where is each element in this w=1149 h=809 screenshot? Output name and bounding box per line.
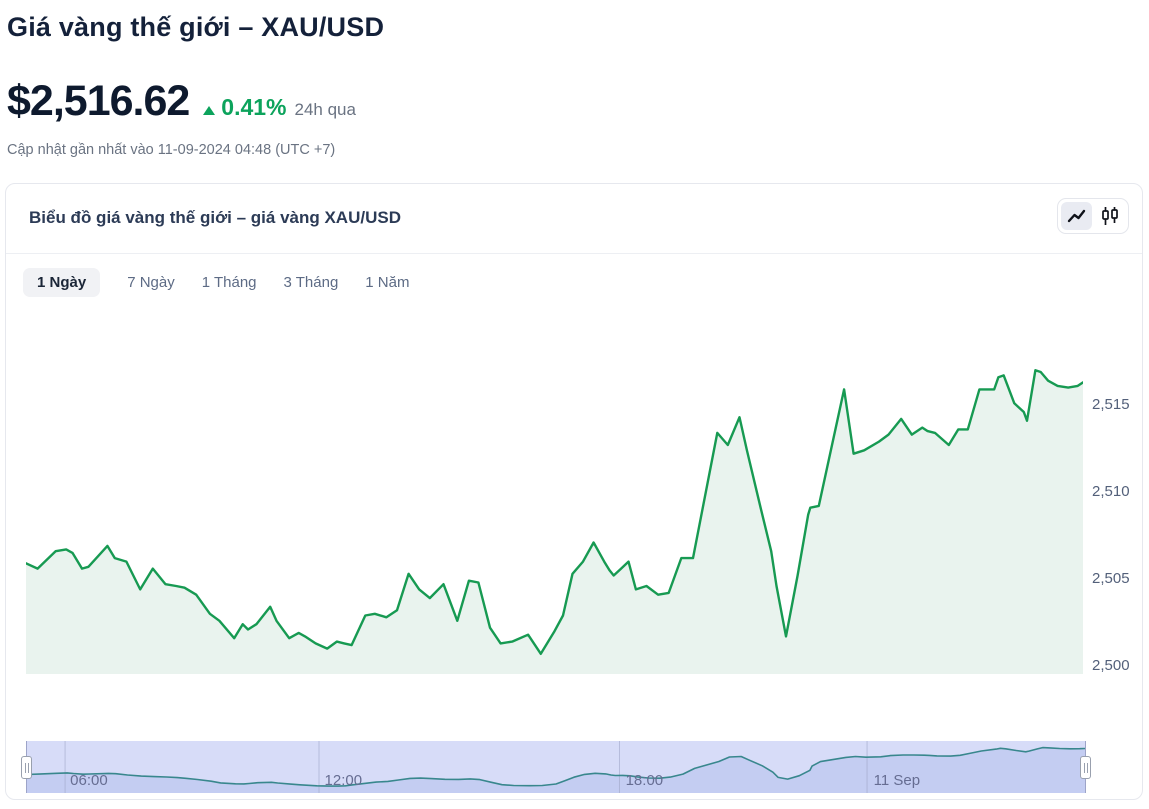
navigator-left-handle[interactable] (21, 756, 32, 779)
current-price: $2,516.62 (7, 77, 190, 125)
y-axis-label: 2,515 (1092, 396, 1130, 414)
tab-3-thang[interactable]: 3 Tháng (284, 268, 339, 297)
price-block: $2,516.62 0.41% 24h qua (7, 80, 356, 123)
change-percent: 0.41% (221, 94, 287, 120)
chart-panel-title: Biểu đồ giá vàng thế giới – giá vàng XAU… (29, 208, 401, 227)
navigator-time-label: 12:00 (324, 772, 363, 789)
last-updated-text: Cập nhật gần nhất vào 11-09-2024 04:48 (… (7, 142, 336, 158)
y-axis-label: 2,510 (1092, 483, 1130, 501)
navigator-area (27, 747, 1085, 793)
panel-divider (6, 253, 1142, 254)
candlestick-chart-icon (1101, 206, 1119, 226)
tab-1-thang[interactable]: 1 Tháng (202, 268, 257, 297)
y-axis-label: 2,505 (1092, 570, 1130, 587)
arrow-up-icon (203, 106, 216, 115)
y-axis-label: 2,500 (1092, 656, 1130, 674)
navigator[interactable]: 06:00 12:00 18:00 11 Sep (26, 741, 1086, 793)
navigator-time-label: 06:00 (70, 772, 108, 789)
navigator-right-handle[interactable] (1080, 756, 1091, 779)
navigator-time-label: 18:00 (625, 772, 664, 789)
navigator-time-label: 11 Sep (873, 772, 921, 789)
tab-1-ngay[interactable]: 1 Ngày (23, 268, 101, 297)
price-chart-plot[interactable] (26, 341, 1083, 674)
chart-card: Biểu đồ giá vàng thế giới – giá vàng XAU… (5, 183, 1143, 800)
change-period: 24h qua (294, 100, 356, 119)
tab-7-ngay[interactable]: 7 Ngày (127, 268, 175, 297)
price-area (26, 370, 1083, 674)
price-line (26, 369, 1083, 655)
navigator-line (27, 746, 1085, 787)
line-chart-button[interactable] (1061, 202, 1092, 230)
page-title: Giá vàng thế giới – XAU/USD (7, 12, 385, 42)
tab-1-nam[interactable]: 1 Năm (365, 268, 409, 297)
chart-type-toggle (1057, 198, 1129, 234)
range-tabs: 1 Ngày 7 Ngày 1 Tháng 3 Tháng 1 Năm (23, 268, 409, 297)
candlestick-chart-button[interactable] (1094, 202, 1125, 230)
line-chart-icon (1067, 208, 1086, 224)
